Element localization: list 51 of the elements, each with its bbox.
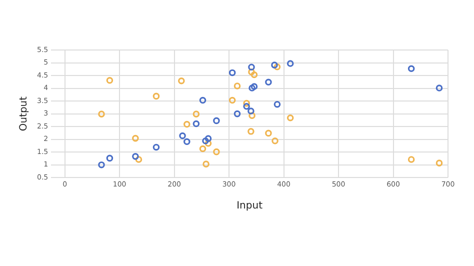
- point: [265, 130, 272, 137]
- point: [192, 120, 200, 128]
- point: [106, 76, 114, 84]
- point: [192, 110, 200, 118]
- point: [408, 65, 415, 72]
- y-axis-title: Output: [18, 96, 30, 132]
- point: [234, 82, 241, 90]
- point: [250, 83, 258, 90]
- point: [183, 120, 190, 128]
- point: [98, 110, 105, 118]
- point: [265, 78, 272, 86]
- point: [436, 84, 443, 92]
- point: [132, 134, 139, 142]
- point: [199, 96, 206, 104]
- point: [248, 108, 254, 114]
- point: [248, 68, 255, 76]
- point: [408, 156, 415, 163]
- point: [202, 160, 210, 168]
- point: [228, 96, 236, 104]
- point: [274, 100, 281, 108]
- point: [106, 154, 114, 162]
- point: [213, 148, 220, 156]
- point: [178, 77, 185, 84]
- point: [243, 103, 250, 110]
- point: [250, 71, 258, 78]
- point: [272, 137, 278, 144]
- point: [248, 128, 254, 135]
- point: [179, 132, 186, 140]
- point: [243, 100, 250, 107]
- point: [213, 117, 220, 124]
- point: [436, 160, 443, 166]
- point: [248, 112, 256, 119]
- point: [248, 64, 255, 70]
- point: [204, 140, 212, 147]
- point: [132, 153, 139, 160]
- point: [152, 92, 160, 100]
- point: [183, 138, 190, 146]
- point: [202, 137, 209, 144]
- point: [248, 84, 256, 92]
- point: [234, 110, 241, 118]
- point: [286, 60, 294, 67]
- x-axis-title: Input: [236, 200, 263, 212]
- point: [228, 69, 236, 76]
- point: [98, 161, 105, 168]
- point: [286, 114, 294, 122]
- point: [152, 144, 160, 151]
- point: [135, 156, 142, 163]
- point: [274, 63, 281, 70]
- point: [271, 62, 278, 68]
- point: [199, 145, 206, 152]
- point: [204, 135, 212, 142]
